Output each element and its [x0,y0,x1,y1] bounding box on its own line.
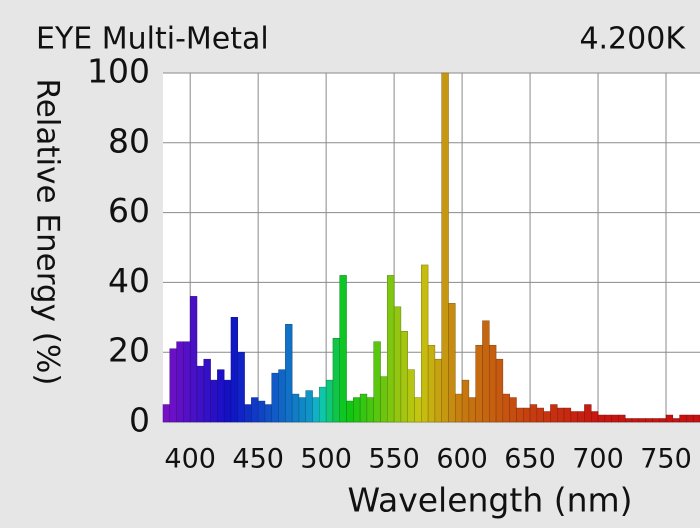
x-tick-label: 650 [504,444,556,475]
bar [590,411,599,423]
bar [692,414,700,423]
bar [489,344,497,423]
bar [298,397,306,423]
bar [665,414,674,423]
bar [312,397,320,423]
chart-title: EYE Multi-Metal [36,22,269,57]
bar [686,414,694,423]
bar [339,275,347,423]
bar [618,414,626,423]
y-tick-label: 100 [87,52,150,91]
bar [563,407,572,423]
bar [604,414,612,423]
bar [305,390,313,423]
bar [543,411,551,423]
bar [407,369,415,423]
bar [427,344,436,423]
chart-subtitle: 4.200K [579,22,686,57]
bar [257,400,266,423]
y-tick-label: 20 [108,331,150,370]
bar [285,324,293,423]
bar [441,72,449,423]
bar [237,351,245,423]
bar [652,418,660,423]
bar [414,397,422,423]
x-tick-label: 750 [640,444,692,475]
bar [638,418,646,423]
y-tick-label: 0 [129,401,150,440]
bar [584,404,592,423]
bar [244,404,252,423]
bar [536,407,544,423]
bar [359,393,368,423]
bar [434,358,442,423]
bar [380,376,388,423]
bar [461,379,470,423]
bar [230,317,239,423]
bar [577,411,585,423]
x-tick-label: 600 [436,444,488,475]
bar [346,400,354,423]
bar [278,369,286,423]
bar [291,393,300,423]
bar [529,404,538,423]
bar [271,372,279,423]
x-tick-label: 550 [368,444,420,475]
bar [366,397,374,423]
bar [223,379,232,423]
bar [421,264,429,423]
x-axis-label: Wavelength (nm) [347,481,632,520]
bar [645,418,653,423]
bar [176,341,184,423]
bar [183,341,191,423]
bar [393,306,402,423]
x-tick-label: 400 [164,444,216,475]
bar [455,393,463,423]
bar [557,407,565,423]
x-tick-label: 450 [232,444,284,475]
bar [387,275,395,423]
bar [475,344,483,423]
bar [468,397,476,423]
bar [658,418,667,423]
bar [631,418,640,423]
bar [679,414,687,423]
y-tick-label: 60 [108,191,150,230]
bar [523,407,531,423]
bar [373,341,381,423]
bar [196,365,205,423]
bar [332,337,340,423]
bar [319,386,327,423]
bar [400,331,408,423]
bar [570,411,578,423]
bar [516,407,524,423]
bar [203,358,211,423]
bar [169,348,177,423]
x-tick-label: 500 [300,444,352,475]
bar [597,414,606,423]
bar [162,404,171,423]
bar [217,369,225,423]
bar [325,379,334,423]
bar [611,414,619,423]
x-tick-label: 700 [572,444,624,475]
y-axis-label: Relative Energy (%) [30,79,66,386]
bar [509,397,517,423]
y-tick-label: 40 [108,261,150,300]
bar [264,404,273,423]
bar [189,296,198,423]
bar [624,418,633,423]
bar [672,418,680,423]
bar [251,397,259,423]
bar [482,320,490,423]
bar [502,393,510,423]
bar [210,379,218,423]
bar [550,404,558,423]
bar [495,358,504,423]
bar [353,397,361,423]
y-tick-label: 80 [108,121,150,160]
bar [448,303,456,423]
